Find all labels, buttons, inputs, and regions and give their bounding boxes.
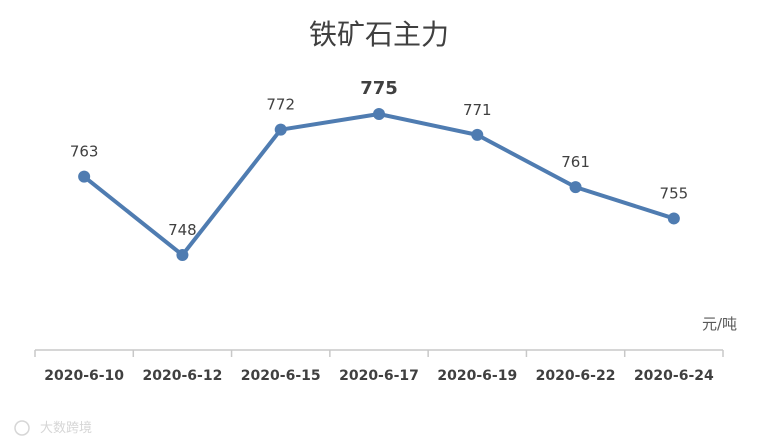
unit-label: 元/吨 (702, 315, 737, 333)
data-label: 775 (360, 78, 398, 99)
data-point (176, 249, 189, 261)
data-point (471, 128, 484, 141)
series-group (78, 108, 680, 261)
watermark-logo-icon (14, 420, 30, 436)
data-label: 761 (561, 153, 590, 171)
data-label: 755 (660, 184, 689, 202)
watermark: 大数跨境 (40, 421, 92, 436)
x-tick-label: 2020-6-22 (536, 368, 616, 384)
x-tick-label: 2020-6-19 (437, 368, 517, 384)
data-labels: 763 748 772 775 771 761 755 (70, 78, 688, 239)
data-point (274, 123, 287, 136)
x-tick-label: 2020-6-12 (143, 368, 223, 384)
x-tick-label: 2020-6-15 (241, 368, 321, 384)
data-label: 771 (463, 101, 492, 119)
x-axis-ticks: 2020-6-10 2020-6-12 2020-6-15 2020-6-17 2020… (34, 350, 724, 384)
data-label: 763 (70, 143, 99, 161)
x-tick-label: 2020-6-17 (339, 368, 419, 384)
data-point (569, 181, 582, 194)
chart-title: 铁矿石主力 (309, 18, 449, 51)
data-label: 772 (266, 96, 295, 114)
data-point (667, 212, 680, 225)
data-point (78, 170, 91, 183)
data-point (373, 108, 385, 120)
x-tick-label: 2020-6-24 (634, 368, 714, 384)
x-tick-label: 2020-6-10 (44, 368, 124, 384)
data-label: 748 (168, 221, 197, 239)
